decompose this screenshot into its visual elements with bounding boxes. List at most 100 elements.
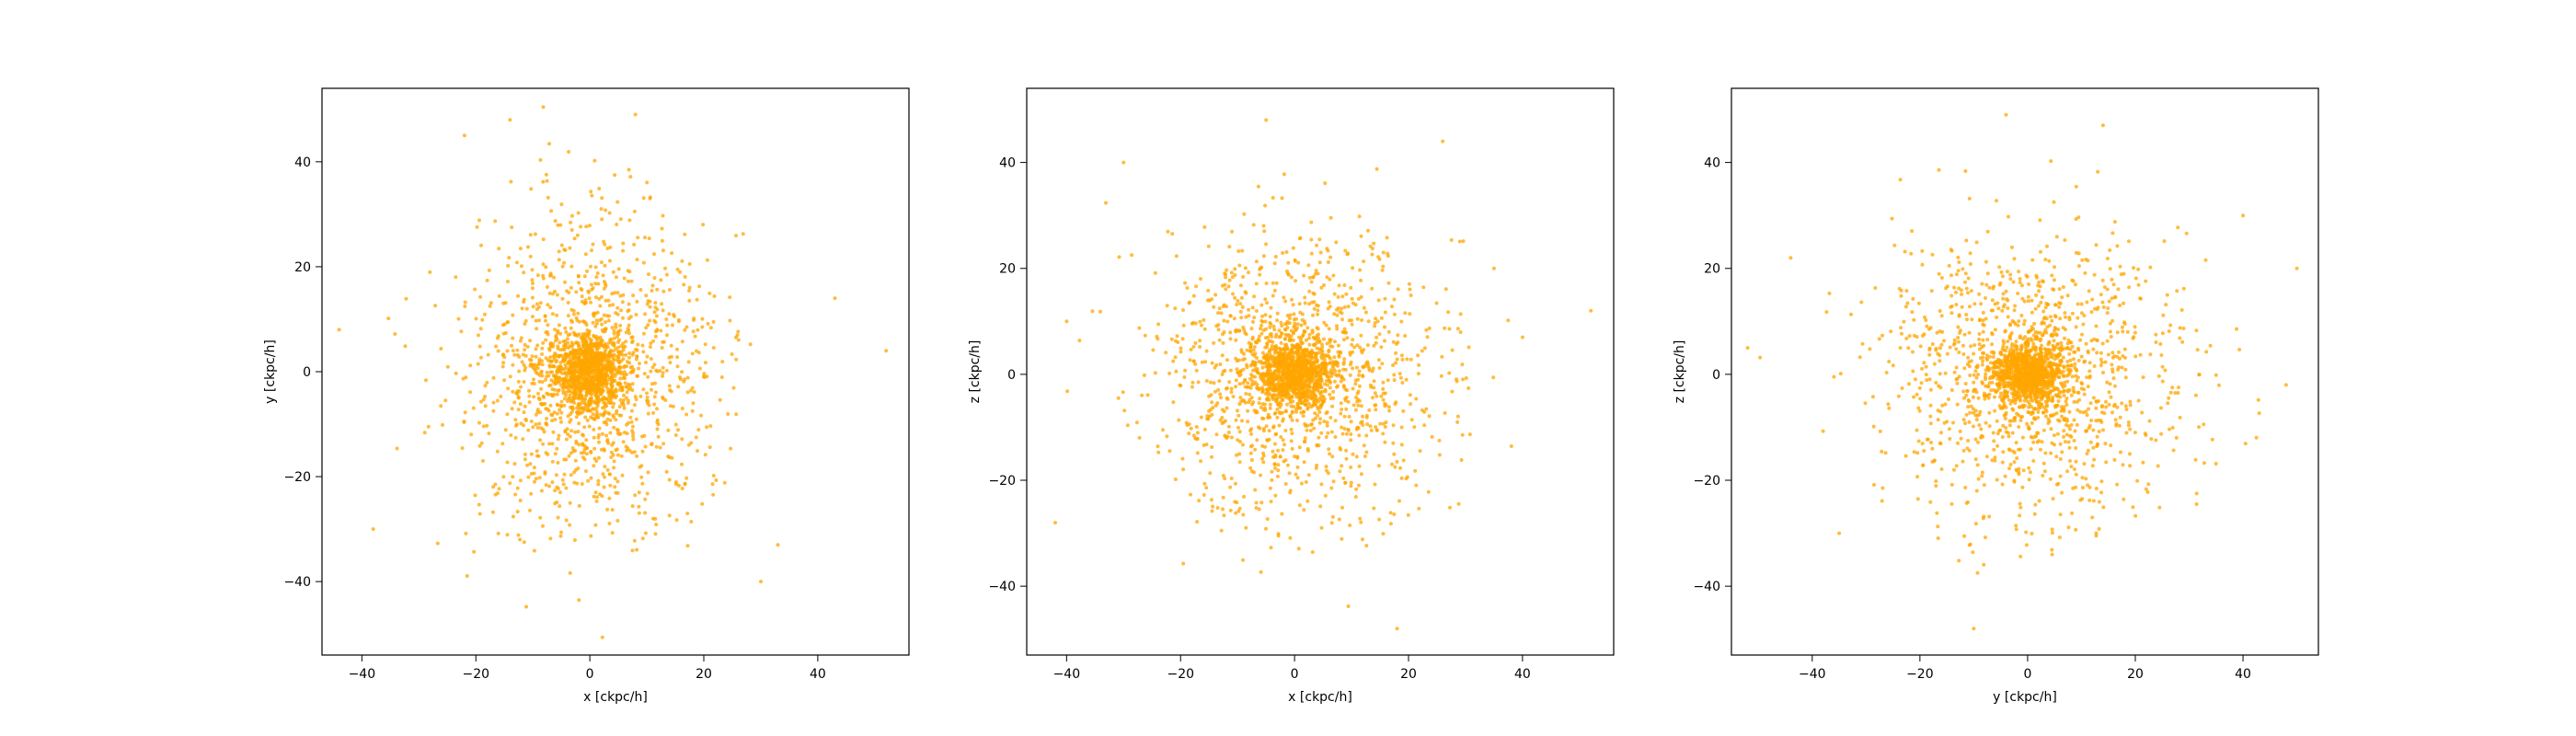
scatter-point (680, 339, 684, 344)
scatter-point (524, 604, 528, 609)
scatter-point (538, 157, 543, 162)
scatter-point (601, 406, 604, 410)
scatter-point (2021, 468, 2026, 473)
scatter-point (635, 354, 639, 359)
scatter-point (1247, 307, 1251, 312)
scatter-point (1275, 474, 1280, 478)
scatter-point (1991, 355, 1995, 359)
scatter-point (655, 427, 660, 431)
scatter-point (549, 209, 554, 213)
scatter-point (493, 219, 498, 224)
scatter-point (1304, 480, 1308, 484)
scatter-point (604, 282, 607, 286)
scatter-point (697, 284, 702, 289)
scatter-point (592, 158, 597, 163)
scatter-point (1215, 506, 1220, 510)
scatter-point (608, 259, 612, 263)
scatter-point (1205, 417, 1210, 421)
scatter-point (703, 453, 707, 457)
scatter-point (1322, 372, 1327, 376)
scatter-point (1244, 291, 1248, 295)
scatter-point (1286, 333, 1291, 337)
scatter-point (1188, 358, 1192, 362)
scatter-point (643, 312, 648, 316)
scatter-point (522, 297, 526, 302)
scatter-point (1261, 408, 1266, 412)
scatter-point (617, 432, 622, 437)
scatter-point (634, 417, 638, 421)
scatter-point (649, 357, 653, 361)
scatter-point (1220, 408, 1225, 412)
scatter-point (1288, 321, 1292, 326)
scatter-point (1335, 313, 1340, 317)
scatter-point (680, 407, 684, 410)
scatter-point (609, 386, 614, 391)
scatter-point (1235, 453, 1238, 457)
scatter-point (1224, 275, 1228, 280)
scatter-point (602, 411, 606, 416)
scatter-point (631, 437, 636, 442)
scatter-point (1295, 401, 1300, 406)
scatter-point (1331, 389, 1336, 394)
scatter-point (1209, 408, 1213, 412)
scatter-point (479, 243, 483, 247)
scatter-point (2112, 404, 2116, 408)
scatter-point (1332, 292, 1337, 296)
scatter-point (544, 483, 548, 488)
scatter-point (1301, 414, 1305, 419)
scatter-point (637, 504, 641, 509)
scatter-point (2138, 352, 2143, 357)
scatter-point (1977, 423, 1982, 428)
scatter-point (1307, 275, 1312, 280)
scatter-point (1263, 391, 1268, 396)
scatter-point (1388, 522, 1393, 526)
scatter-point (1379, 394, 1384, 398)
scatter-point (521, 352, 525, 357)
scatter-point (1211, 504, 1215, 509)
scatter-point (1290, 362, 1294, 366)
scatter-point (1317, 410, 1322, 414)
scatter-point (1333, 435, 1338, 439)
scatter-point (543, 471, 547, 476)
scatter-point (529, 452, 534, 456)
scatter-point (673, 433, 678, 437)
scatter-point (1376, 298, 1381, 303)
scatter-point (581, 335, 585, 339)
scatter-point (581, 408, 585, 413)
scatter-point (1225, 385, 1229, 390)
scatter-point (1509, 444, 1513, 448)
scatter-point (371, 527, 375, 532)
scatter-point (611, 303, 615, 307)
scatter-point (619, 350, 624, 354)
scatter-point (626, 279, 630, 283)
scatter-point (680, 487, 684, 490)
scatter-point (1381, 421, 1386, 426)
scatter-point (650, 387, 653, 392)
scatter-point (1276, 403, 1281, 408)
scatter-point (653, 305, 658, 310)
scatter-point (1291, 246, 1295, 250)
scatter-point (2174, 435, 2179, 440)
x-tick-label: −40 (1053, 667, 1081, 682)
scatter-point (2136, 282, 2141, 287)
scatter-point (584, 380, 589, 385)
scatter-point (2157, 505, 2162, 510)
scatter-point (513, 435, 518, 440)
scatter-point (653, 517, 658, 521)
scatter-point (1303, 368, 1307, 373)
scatter-point (1236, 413, 1241, 418)
scatter-point (1282, 172, 1286, 177)
scatter-point (1254, 259, 1259, 264)
scatter-point (1251, 382, 1256, 386)
scatter-point (1269, 363, 1273, 368)
scatter-point (537, 421, 542, 426)
scatter-point (1319, 397, 1324, 402)
scatter-point (1271, 361, 1276, 364)
scatter-point (471, 406, 476, 410)
scatter-point (669, 343, 673, 348)
scatter-point (1238, 440, 1242, 443)
scatter-point (610, 508, 615, 512)
scatter-point (1252, 345, 1257, 350)
scatter-point (1225, 268, 1229, 272)
